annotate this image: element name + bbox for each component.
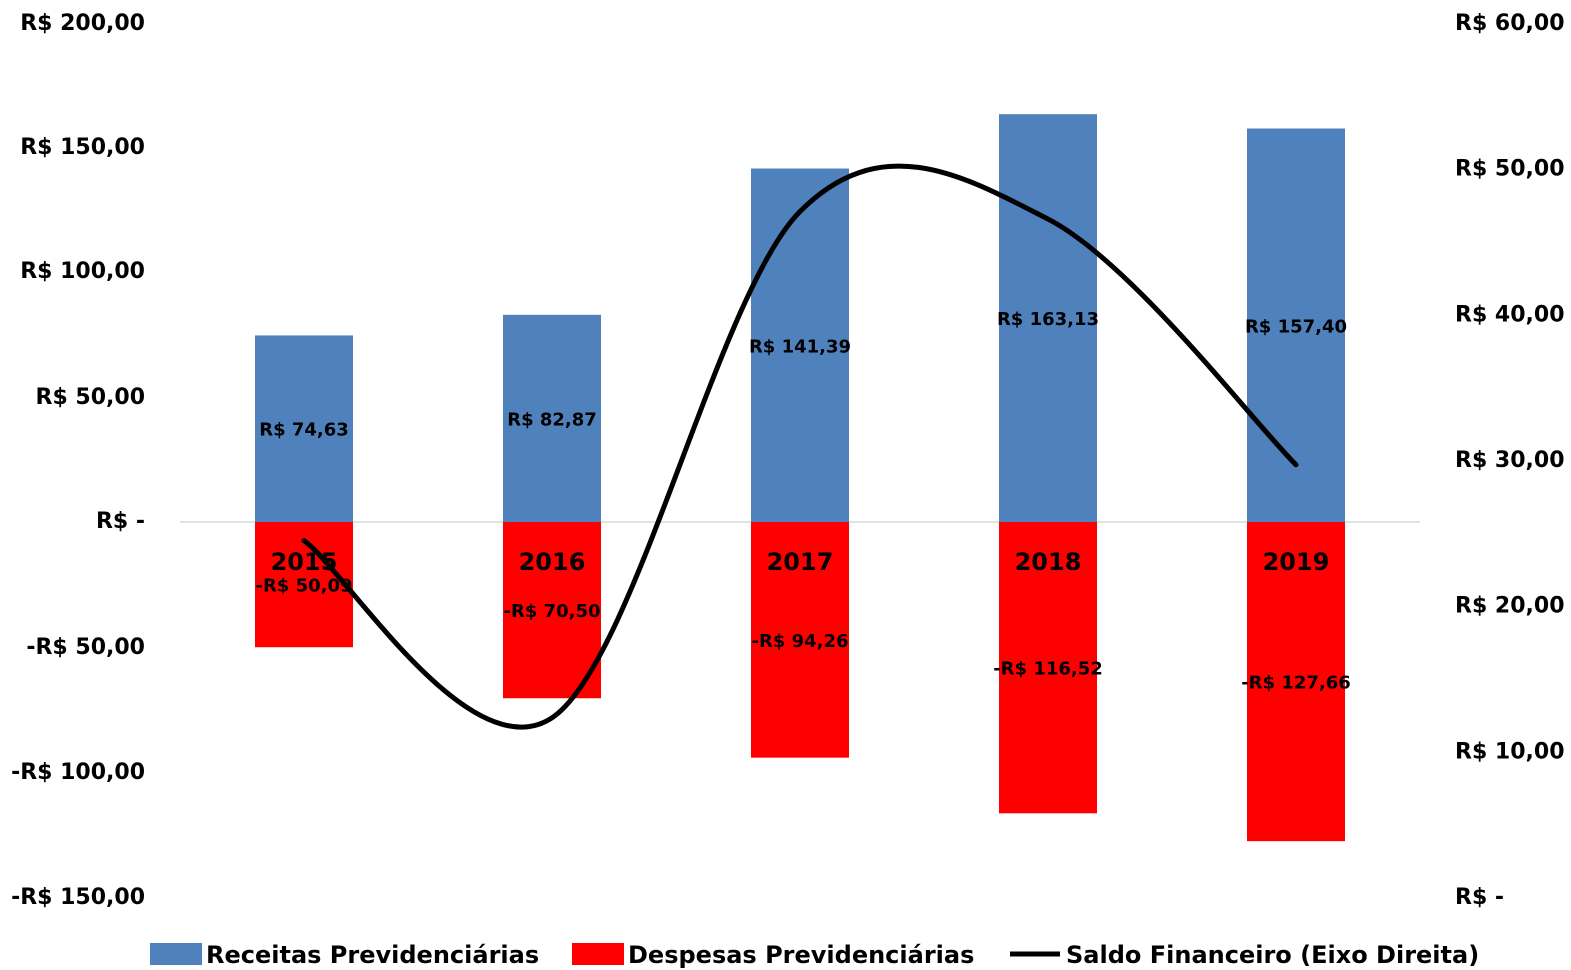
despesas-bar — [1247, 522, 1345, 842]
despesas-data-label: -R$ 127,66 — [1241, 673, 1351, 694]
receitas-data-label: R$ 157,40 — [1245, 316, 1347, 337]
right-tick-label: R$ 10,00 — [1455, 739, 1565, 764]
right-tick-label: R$ 40,00 — [1455, 302, 1565, 327]
right-tick-label: R$ 50,00 — [1455, 157, 1565, 182]
despesas-data-label: -R$ 50,09 — [255, 576, 352, 597]
despesas-bar — [999, 522, 1097, 814]
bar-series — [255, 114, 1345, 842]
receitas-data-label: R$ 82,87 — [507, 409, 597, 430]
left-tick-label: R$ 100,00 — [20, 259, 145, 284]
despesas-bar — [751, 522, 849, 758]
category-label: 2019 — [1263, 548, 1330, 576]
left-tick-label: -R$ 50,00 — [26, 635, 145, 660]
saldo-financeiro-line — [301, 163, 1299, 730]
legend-label: Saldo Financeiro (Eixo Direita) — [1066, 941, 1479, 969]
receitas-data-label: R$ 163,13 — [997, 309, 1099, 330]
right-tick-label: R$ 60,00 — [1455, 11, 1565, 36]
right-tick-label: R$ 20,00 — [1455, 594, 1565, 619]
category-label: 2018 — [1015, 548, 1082, 576]
left-tick-label: R$ - — [96, 509, 145, 534]
receitas-data-label: R$ 141,39 — [749, 336, 851, 357]
right-tick-label: R$ - — [1455, 885, 1504, 910]
receitas-data-label: R$ 74,63 — [259, 420, 349, 441]
left-tick-label: R$ 50,00 — [36, 385, 146, 410]
left-tick-label: R$ 200,00 — [20, 11, 145, 36]
left-tick-label: -R$ 100,00 — [11, 760, 145, 785]
legend-label: Receitas Previdenciárias — [206, 941, 539, 969]
bar-data-labels: R$ 74,63 R$ 82,87 R$ 141,39 R$ 163,13 R$ 157… — [255, 309, 1350, 693]
despesas-bar — [503, 522, 601, 699]
legend-swatch — [572, 943, 624, 965]
category-label: 2017 — [767, 548, 834, 576]
receitas-bar — [503, 314, 601, 522]
receitas-bar — [999, 114, 1097, 523]
despesas-data-label: -R$ 70,50 — [503, 601, 600, 622]
left-tick-label: -R$ 150,00 — [11, 885, 145, 910]
receitas-bar — [751, 168, 849, 522]
line-series — [301, 163, 1299, 730]
legend: Receitas Previdenciárias Despesas Previde… — [150, 941, 1479, 969]
despesas-data-label: -R$ 116,52 — [993, 659, 1103, 680]
receitas-bar — [1247, 128, 1345, 522]
receitas-bar — [255, 335, 353, 522]
legend-label: Despesas Previdenciárias — [628, 941, 974, 969]
left-tick-label: R$ 150,00 — [20, 135, 145, 160]
right-tick-label: R$ 30,00 — [1455, 448, 1565, 473]
legend-swatch — [150, 943, 202, 965]
right-axis-tick-labels: R$ 60,00 R$ 50,00 R$ 40,00 R$ 30,00 R$ 20,00… — [1455, 11, 1565, 910]
category-labels: 2015 2016 2017 2018 2019 — [271, 548, 1330, 576]
despesas-data-label: -R$ 94,26 — [751, 631, 848, 652]
left-axis-tick-labels: R$ 200,00 R$ 150,00 R$ 100,00 R$ 50,00 R$ - -… — [11, 11, 145, 910]
category-label: 2016 — [519, 548, 586, 576]
